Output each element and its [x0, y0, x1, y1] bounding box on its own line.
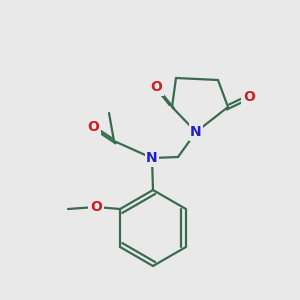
Text: O: O: [90, 200, 102, 214]
Text: N: N: [190, 125, 202, 139]
Text: O: O: [150, 80, 162, 94]
Text: N: N: [146, 151, 158, 165]
Text: O: O: [243, 90, 255, 104]
Text: O: O: [87, 120, 99, 134]
